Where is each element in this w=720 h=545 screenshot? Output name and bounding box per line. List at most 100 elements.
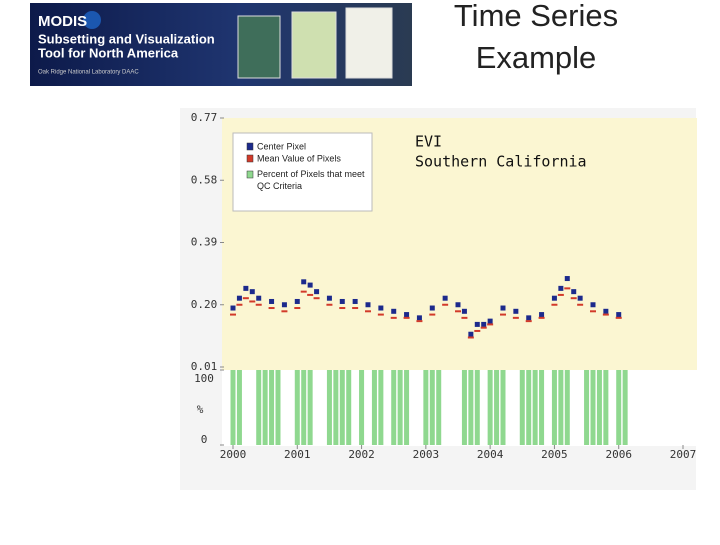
point — [590, 302, 596, 308]
bar — [391, 370, 397, 445]
bar — [468, 370, 474, 445]
point — [461, 308, 467, 314]
point — [314, 289, 320, 295]
bar — [622, 370, 628, 445]
point — [391, 308, 397, 314]
bar — [526, 370, 532, 445]
bar — [326, 370, 332, 445]
x-tick-label: 2007 — [670, 448, 697, 461]
bar — [397, 370, 403, 445]
point — [269, 298, 275, 304]
bar — [275, 370, 281, 445]
bar — [532, 370, 538, 445]
point — [416, 315, 422, 321]
point — [301, 279, 307, 285]
point — [365, 302, 371, 308]
banner-line: Tool for North America — [38, 45, 179, 60]
banner-name: MODIS — [38, 13, 87, 30]
bar — [551, 370, 557, 445]
point — [378, 305, 384, 311]
point — [281, 302, 287, 308]
bar — [474, 370, 480, 445]
y-tick-label: 0.01 — [191, 360, 218, 373]
bar — [378, 370, 384, 445]
point — [526, 315, 532, 321]
legend-label: Center Pixel — [257, 141, 306, 151]
y-tick-label: 100 — [194, 372, 214, 385]
bar — [236, 370, 242, 445]
point — [243, 285, 249, 291]
x-tick-label: 2006 — [605, 448, 632, 461]
point — [230, 305, 236, 311]
bar — [262, 370, 268, 445]
bar — [339, 370, 345, 445]
bar — [429, 370, 435, 445]
legend-swatch — [246, 170, 254, 179]
point — [487, 318, 493, 324]
annotation: EVI — [415, 133, 442, 151]
point — [558, 285, 564, 291]
point — [429, 305, 435, 311]
nasa-logo — [83, 11, 101, 29]
legend-label: Mean Value of Pixels — [257, 153, 341, 163]
bar — [269, 370, 275, 445]
annotation: Southern California — [415, 153, 587, 171]
bar — [230, 370, 236, 445]
point — [474, 321, 480, 327]
point — [539, 312, 545, 318]
bar — [294, 370, 300, 445]
banner-credit: Oak Ridge National Laboratory DAAC — [38, 70, 139, 76]
point — [513, 308, 519, 314]
point — [577, 295, 583, 301]
bar — [256, 370, 262, 445]
point — [481, 321, 487, 327]
y-tick-label: 0.20 — [191, 298, 218, 311]
bar — [519, 370, 525, 445]
point — [468, 331, 474, 337]
bar — [359, 370, 365, 445]
bar — [333, 370, 339, 445]
point — [236, 295, 242, 301]
bar — [539, 370, 545, 445]
point — [616, 312, 622, 318]
bar — [584, 370, 590, 445]
point — [455, 302, 461, 308]
banner-line: Subsetting and Visualization — [38, 31, 215, 46]
x-tick-label: 2000 — [220, 448, 247, 461]
point — [256, 295, 262, 301]
x-tick-label: 2002 — [348, 448, 375, 461]
x-tick-label: 2001 — [284, 448, 311, 461]
bar — [404, 370, 410, 445]
bar — [616, 370, 622, 445]
bar — [461, 370, 467, 445]
banner-thumb — [291, 11, 337, 79]
point — [326, 295, 332, 301]
bar — [423, 370, 429, 445]
bar — [301, 370, 307, 445]
x-tick-label: 2004 — [477, 448, 504, 461]
legend-label: Percent of Pixels that meet QC Criteria — [257, 169, 365, 191]
x-tick-label: 2005 — [541, 448, 568, 461]
slide-title: Time Series — [454, 0, 618, 33]
bar — [487, 370, 493, 445]
bar — [307, 370, 313, 445]
point — [564, 276, 570, 282]
point — [404, 312, 410, 318]
point — [352, 298, 358, 304]
y-tick-label: 0.58 — [191, 173, 218, 186]
y-unit: % — [197, 403, 204, 416]
point — [571, 289, 577, 295]
point — [442, 295, 448, 301]
banner-thumb — [237, 15, 281, 79]
y-tick-label: 0.39 — [191, 236, 218, 249]
bar — [494, 370, 500, 445]
point — [551, 295, 557, 301]
bar — [346, 370, 352, 445]
bar — [590, 370, 596, 445]
bar — [371, 370, 377, 445]
slide-title: Example — [476, 40, 597, 75]
y-tick-label: 0.77 — [191, 111, 218, 124]
point — [249, 289, 255, 295]
bar — [564, 370, 570, 445]
